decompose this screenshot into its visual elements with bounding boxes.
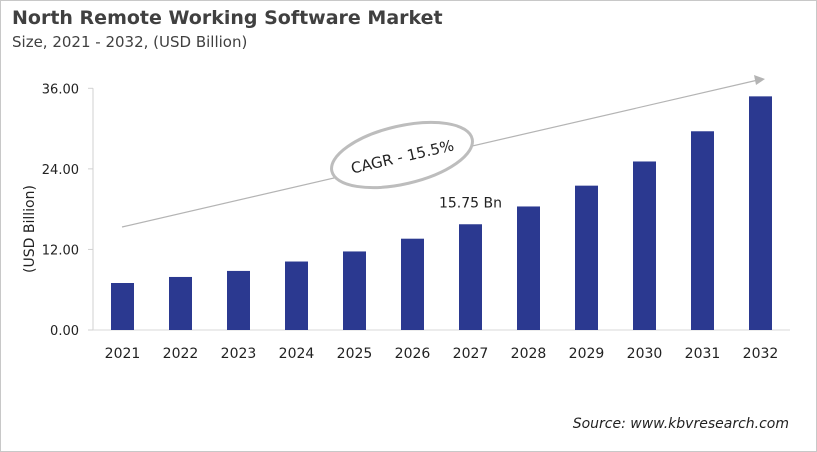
y-axis-title: (USD Billion) [22,185,38,273]
bar-2022 [169,276,192,330]
cagr-ellipse [330,120,474,190]
x-tick-label: 2025 [337,346,373,362]
bar-2028 [517,206,540,330]
bar-2032 [749,96,772,331]
x-tick-label: 2027 [453,346,489,362]
chart-title: North Remote Working Software Market [12,7,443,29]
x-tick-label: 2031 [685,346,721,362]
bar-2025 [343,251,366,330]
data-label: 15.75 Bn [439,195,502,211]
bar-2027 [459,224,482,330]
bar-2029 [575,185,598,330]
y-tick-label: 0.00 [50,324,79,339]
chart-subtitle: Size, 2021 - 2032, (USD Billion) [12,33,248,51]
bar-2030 [633,161,656,330]
x-tick-label: 2021 [105,346,141,362]
x-tick-label: 2029 [569,346,605,362]
x-tick-label: 2024 [279,346,315,362]
source-note: Source: www.kbvresearch.com [572,416,789,432]
trend-arrow-head [754,75,765,85]
bar-2024 [285,261,308,330]
x-tick-label: 2030 [627,346,663,362]
bar-2023 [227,270,250,330]
x-tick-label: 2032 [743,346,779,362]
bar-2021 [111,283,134,330]
x-tick-label: 2026 [395,346,431,362]
y-tick-label: 24.00 [42,163,79,178]
y-tick-label: 12.00 [42,243,79,258]
y-tick-label: 36.00 [42,82,79,97]
x-tick-label: 2023 [221,346,257,362]
bar-2026 [401,238,424,330]
bar-2031 [691,131,714,330]
x-tick-label: 2028 [511,346,547,362]
x-tick-label: 2022 [163,346,199,362]
